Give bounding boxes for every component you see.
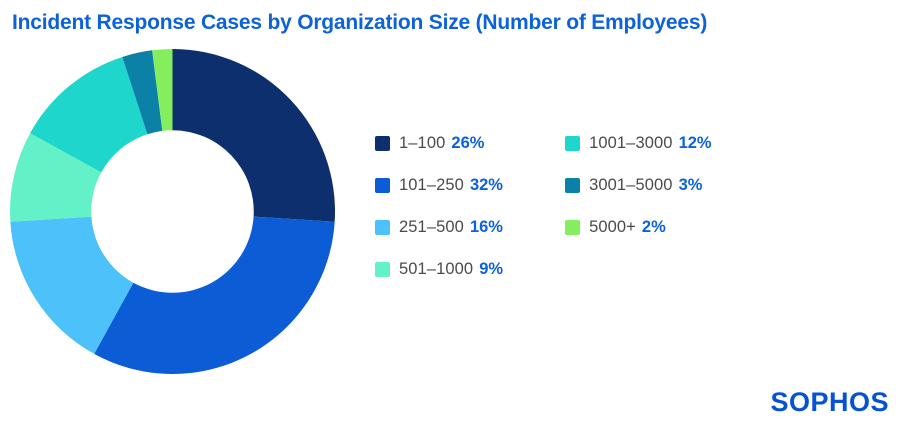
legend-item: 5000+ 2% — [565, 216, 712, 238]
legend-label: 101–250 — [399, 175, 464, 194]
sophos-logo: SOPHOS — [770, 387, 889, 417]
legend-swatch-icon — [375, 177, 390, 193]
donut-segment — [30, 56, 148, 173]
donut-chart-container — [0, 39, 345, 384]
legend-label: 251–500 — [399, 217, 464, 236]
legend-item: 3001–5000 3% — [565, 174, 712, 196]
donut-chart — [9, 49, 336, 374]
legend-label: 3001–5000 — [589, 175, 673, 194]
legend-column-right: 1001–3000 12% 3001–5000 3% 5000+ 2% — [565, 132, 712, 300]
legend-column-left: 1–100 26% 101–250 32% 251–500 16% 501–10… — [375, 132, 503, 300]
legend-item: 251–500 16% — [375, 216, 503, 238]
legend-value: 2% — [641, 217, 666, 236]
legend-value: 26% — [451, 133, 485, 152]
legend-label: 1001–3000 — [589, 133, 673, 152]
legend-label: 1–100 — [399, 133, 446, 152]
legend-swatch-icon — [375, 219, 390, 235]
legend-item: 101–250 32% — [375, 174, 503, 196]
legend-swatch-icon — [375, 261, 390, 277]
legend-value: 16% — [469, 217, 503, 236]
legend-item: 1–100 26% — [375, 132, 503, 154]
legend-label: 5000+ — [589, 217, 636, 236]
legend-swatch-icon — [565, 135, 581, 151]
legend-item: 501–1000 9% — [375, 258, 503, 280]
donut-segment — [122, 50, 163, 135]
donut-segment — [10, 216, 134, 354]
donut-segment — [172, 49, 336, 222]
donut-segment — [9, 133, 102, 222]
chart-title: Incident Response Cases by Organization … — [12, 11, 708, 34]
donut-segment — [152, 49, 173, 131]
legend-swatch-icon — [375, 135, 390, 151]
legend-value: 12% — [678, 133, 712, 152]
legend-swatch-icon — [565, 177, 581, 193]
legend-item: 1001–3000 12% — [565, 132, 712, 154]
legend-value: 32% — [469, 175, 503, 194]
donut-segment — [94, 216, 335, 374]
chart-legend: 1–100 26% 101–250 32% 251–500 16% 501–10… — [375, 132, 712, 300]
legend-label: 501–1000 — [399, 259, 474, 278]
legend-value: 3% — [678, 175, 703, 194]
legend-swatch-icon — [565, 219, 581, 235]
legend-value: 9% — [479, 259, 504, 278]
